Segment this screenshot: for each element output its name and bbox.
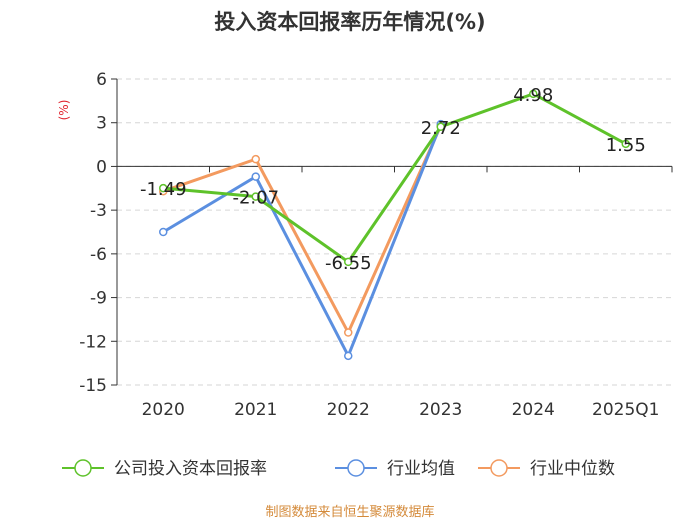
data-point[interactable] (251, 172, 260, 181)
data-point[interactable] (436, 122, 445, 132)
y-tick-label: -3 (90, 201, 107, 221)
axes: 6 3 0 -3 -6 -9 -12 -15 2020 2021 2022 2023 2024 2025Q… (79, 70, 673, 420)
legend-item-1[interactable]: 行业均值 (335, 459, 455, 479)
series-line-1 (162, 123, 443, 358)
series-line-0 (163, 92, 627, 264)
legend-marker (74, 459, 92, 477)
source-footer: 制图数据来自恒生聚源数据库 (265, 504, 434, 520)
y-tick-label: -9 (90, 289, 107, 309)
y-tick-label: -6 (90, 245, 107, 265)
legend-item-2[interactable]: 行业中位数 (478, 459, 615, 479)
legend-item-0[interactable]: 公司投入资本回报率 (62, 459, 267, 479)
series-lines (159, 89, 630, 361)
legend-label: 行业中位数 (530, 459, 615, 479)
x-tick-label: 2021 (234, 400, 277, 420)
y-tick-label: -15 (79, 376, 107, 396)
data-point[interactable] (344, 257, 353, 267)
data-label: -2.07 (232, 188, 279, 209)
x-tick-label: 2024 (512, 400, 555, 420)
data-point[interactable] (251, 192, 260, 201)
data-label: -6.55 (325, 253, 372, 274)
data-label: 1.55 (606, 135, 646, 156)
legend-marker (347, 459, 365, 477)
data-point[interactable] (159, 227, 168, 237)
y-tick-label: -12 (79, 332, 107, 352)
data-labels: -1.49 -2.07 -6.55 2.72 4.98 1.55 (140, 85, 646, 274)
data-point[interactable] (344, 351, 353, 361)
series-line-2 (162, 125, 443, 335)
x-tick-label: 2023 (419, 400, 462, 420)
gridlines (117, 78, 672, 386)
data-label: -1.49 (140, 179, 187, 200)
data-point[interactable] (251, 154, 260, 164)
data-label: 2.72 (421, 118, 461, 139)
x-tick-label: 2025Q1 (592, 400, 659, 420)
chart-title: 投入资本回报率历年情况(%) (214, 10, 485, 34)
y-tick-label: 0 (96, 157, 107, 177)
data-label: 4.98 (513, 85, 553, 106)
x-tick-label: 2022 (327, 400, 370, 420)
y-tick-label: 6 (96, 70, 107, 90)
legend-marker (490, 459, 508, 477)
y-axis-unit: (%) (57, 100, 71, 121)
data-point[interactable] (159, 183, 168, 193)
y-tick-label: 3 (96, 114, 107, 134)
legend: 公司投入资本回报率 行业均值 行业中位数 (62, 459, 615, 479)
legend-label: 行业均值 (387, 459, 455, 479)
data-point[interactable] (344, 328, 353, 337)
data-point[interactable] (621, 139, 630, 149)
x-tick-label: 2020 (142, 400, 185, 420)
legend-label: 公司投入资本回报率 (114, 459, 267, 479)
data-point[interactable] (529, 89, 538, 99)
